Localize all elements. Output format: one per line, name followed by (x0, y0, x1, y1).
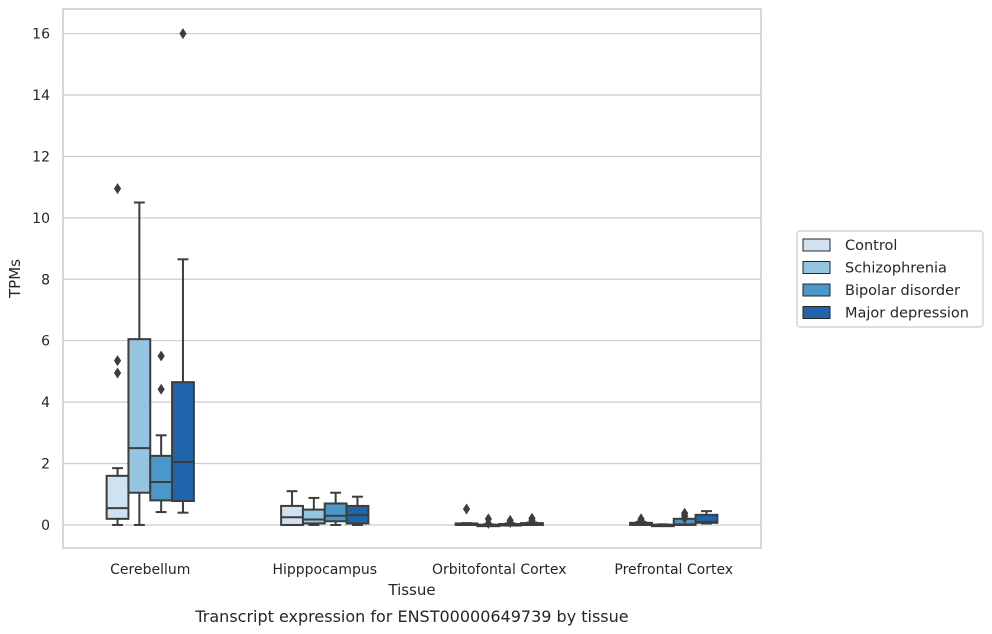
legend-label: Control (845, 238, 897, 254)
box-group (476, 513, 501, 529)
x-tick-label: Hipppocampus (272, 562, 377, 578)
y-tick-label: 16 (32, 27, 50, 43)
box-group (629, 513, 653, 526)
outlier-point (681, 507, 689, 519)
y-tick-label: 6 (41, 334, 50, 350)
box-group (694, 510, 719, 525)
x-tick-label: Prefrontal Cortex (614, 562, 733, 578)
box-group (345, 495, 370, 526)
legend-label: Bipolar disorder (845, 283, 960, 299)
box-body (127, 338, 152, 494)
outlier-point (484, 513, 492, 525)
box-body (171, 381, 195, 503)
legend-swatch (802, 306, 831, 319)
outlier-point (462, 503, 471, 515)
box-group (280, 490, 304, 526)
box-body (149, 454, 174, 502)
y-axis-title: TPMs (6, 259, 24, 299)
x-tick-label: Orbitofontal Cortex (432, 562, 567, 578)
y-tick-label: 10 (32, 211, 50, 227)
box-group (149, 350, 174, 514)
box-group (672, 507, 697, 526)
outlier-point (113, 367, 122, 379)
outlier-point (157, 350, 165, 362)
box-group (520, 512, 544, 526)
box-body (301, 508, 326, 525)
box-body (105, 474, 130, 520)
box-group (650, 523, 675, 528)
x-tick-labels: Cerebellum Hipppocampus Orbitofontal Corte… (110, 562, 733, 578)
box-group (127, 201, 152, 526)
y-tick-labels: 0 2 4 6 8 10 12 14 16 (32, 27, 50, 534)
y-tick-label: 0 (41, 518, 50, 534)
x-axis-title: Tissue (387, 581, 435, 599)
outlier-point (113, 183, 122, 195)
outlier-point (157, 383, 165, 395)
box-body (323, 502, 348, 523)
y-tick-label: 2 (41, 457, 50, 473)
legend-label: Schizophrenia (845, 261, 947, 277)
outlier-point (179, 28, 187, 40)
legend-swatch (802, 283, 831, 297)
outlier-point (637, 513, 645, 525)
y-tick-label: 4 (41, 395, 50, 411)
box-group (323, 491, 348, 526)
y-tick-label: 8 (41, 272, 50, 288)
chart-caption: Transcript expression for ENST0000064973… (194, 607, 628, 626)
box-group (105, 183, 130, 526)
outlier-point (113, 355, 122, 367)
plot-frame (62, 8, 762, 549)
legend-frame (796, 230, 984, 328)
x-tick-label: Cerebellum (110, 562, 190, 578)
box-group (301, 496, 326, 526)
outlier-point (528, 512, 536, 524)
box-group (498, 514, 523, 529)
y-tick-label: 14 (32, 88, 50, 104)
outlier-point (506, 514, 514, 526)
legend-label: Major depression (845, 306, 969, 322)
box-group (171, 28, 195, 514)
y-tick-label: 12 (32, 149, 50, 165)
box-body (280, 504, 304, 526)
box-layer (105, 28, 719, 529)
gridlines (63, 32, 761, 526)
box-group (454, 503, 479, 526)
legend: Control Schizophrenia Bipolar disorder Majo… (796, 230, 984, 328)
legend-swatch (802, 261, 831, 274)
legend-swatch (802, 238, 831, 252)
